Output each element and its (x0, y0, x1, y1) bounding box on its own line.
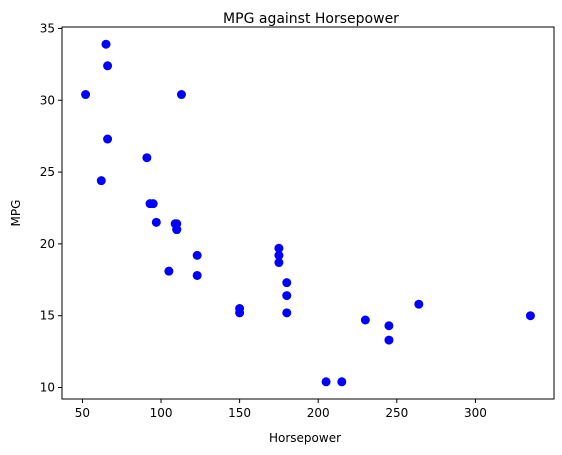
data-point (337, 377, 347, 387)
data-point (96, 176, 106, 186)
x-axis-ticks: 50 100 150 200 250 300 (75, 399, 487, 420)
data-point (81, 90, 91, 100)
data-point (274, 258, 284, 268)
y-tick-label: 30 (40, 93, 55, 107)
y-axis-ticks: 10 15 20 25 30 35 (40, 21, 62, 395)
data-point (176, 90, 186, 100)
y-tick-label: 20 (40, 237, 55, 251)
plot-frame (61, 26, 555, 400)
data-point (101, 39, 111, 49)
data-point (192, 270, 202, 280)
data-point (170, 219, 180, 229)
x-tick-label: 200 (307, 406, 330, 420)
data-point (321, 377, 331, 387)
data-point (142, 153, 152, 163)
plot-area (62, 27, 554, 399)
data-point (235, 308, 245, 318)
data-point (282, 308, 292, 318)
data-point (525, 311, 535, 321)
data-point (103, 134, 113, 144)
y-tick-label: 10 (40, 381, 55, 395)
x-tick-label: 50 (75, 406, 90, 420)
data-points (81, 39, 535, 387)
data-point (151, 217, 161, 227)
y-tick-label: 15 (40, 309, 55, 323)
data-point (282, 291, 292, 301)
data-point (384, 321, 394, 331)
data-point (274, 243, 284, 253)
y-tick-label: 35 (40, 21, 55, 35)
x-tick-label: 250 (385, 406, 408, 420)
y-tick-label: 25 (40, 165, 55, 179)
data-point (148, 199, 158, 209)
x-tick-label: 150 (228, 406, 251, 420)
x-tick-label: 300 (464, 406, 487, 420)
data-point (384, 335, 394, 345)
data-point (192, 250, 202, 260)
x-tick-label: 100 (150, 406, 173, 420)
data-point (274, 250, 284, 260)
data-point (103, 61, 113, 71)
y-axis-label: MPG (9, 200, 23, 227)
data-point (282, 278, 292, 288)
data-point (360, 315, 370, 325)
chart-title: MPG against Horsepower (223, 11, 399, 27)
data-point (164, 266, 174, 276)
x-axis-label: Horsepower (269, 431, 341, 445)
data-point (414, 299, 424, 309)
